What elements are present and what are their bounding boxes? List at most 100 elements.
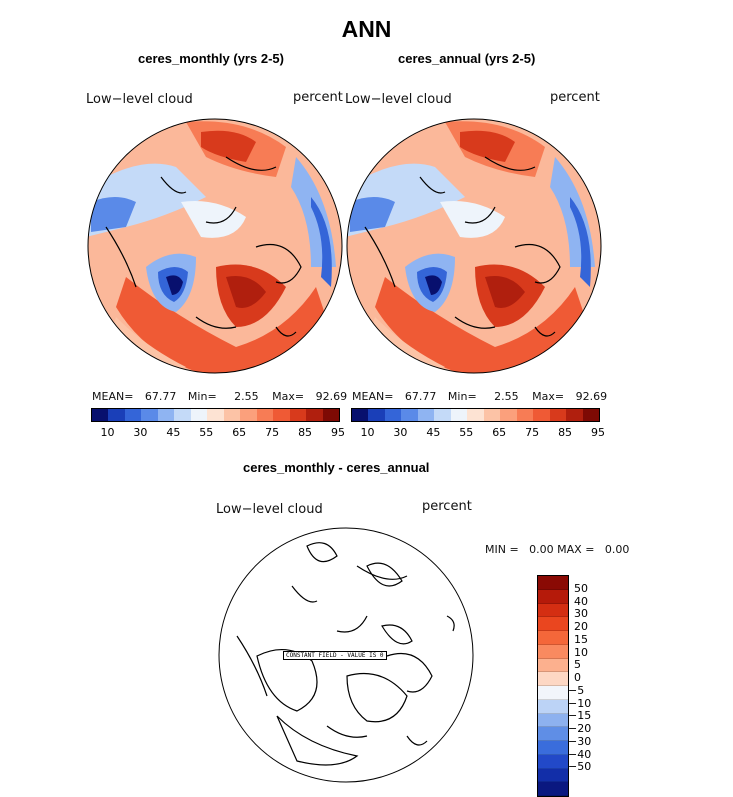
min-label: Min= bbox=[187, 390, 217, 403]
colorbar-swatch bbox=[352, 409, 369, 421]
colorbar-tick-label: 0 bbox=[574, 671, 581, 684]
colorbar-swatch bbox=[538, 617, 568, 631]
mean-label: MEAN= bbox=[352, 390, 394, 403]
colorbar-swatch bbox=[538, 576, 568, 590]
mean-label: MEAN= bbox=[92, 390, 134, 403]
max-label: Max= bbox=[532, 390, 565, 403]
colorbar-swatch bbox=[124, 409, 142, 421]
colorbar-swatch bbox=[450, 409, 468, 421]
colorbar-swatch bbox=[538, 713, 568, 728]
polar-map-annual bbox=[346, 118, 602, 374]
colorbar-swatch bbox=[368, 409, 385, 421]
colorbar-swatch bbox=[566, 409, 583, 421]
colorbar-tick-label: 30 bbox=[133, 426, 148, 439]
colorbar-annual bbox=[351, 408, 600, 422]
colorbar-tick-label: 55 bbox=[459, 426, 474, 439]
mean-value: 67.77 bbox=[404, 390, 437, 403]
stats-row-monthly: MEAN= 67.77 Min= 2.55 Max= 92.69 bbox=[92, 390, 347, 403]
colorbar-tick-label: 40 bbox=[574, 594, 588, 608]
stats-row-annual: MEAN= 67.77 Min= 2.55 Max= 92.69 bbox=[352, 390, 607, 403]
colorbar-tick-label: 30 bbox=[393, 426, 408, 439]
figure-title: ANN bbox=[341, 16, 392, 42]
colorbar-tick-label: 65 bbox=[232, 426, 247, 439]
colorbar-tick-label: 20 bbox=[574, 620, 588, 633]
colorbar-tick-label: 45 bbox=[426, 426, 441, 439]
colorbar-swatch bbox=[549, 409, 567, 421]
colorbar-tick-label: −15 bbox=[568, 709, 592, 723]
colorbar-tick-label: 95 bbox=[591, 426, 605, 439]
constant-field-label: CONSTANT FIELD - VALUE IS 0 bbox=[283, 651, 387, 660]
minmax-text: MIN = 0.00 MAX = 0.00 bbox=[485, 543, 630, 556]
colorbar-swatch bbox=[141, 409, 158, 421]
colorbar-swatch bbox=[273, 409, 290, 421]
colorbar-swatch bbox=[500, 409, 517, 421]
colorbar-tick-label: −40 bbox=[568, 747, 592, 761]
colorbar-tick-label: 95 bbox=[331, 426, 345, 439]
colorbar-tick-label: 85 bbox=[558, 426, 573, 439]
colorbar-swatch bbox=[174, 409, 191, 421]
min-value: 2.55 bbox=[234, 390, 259, 403]
max-label: Max= bbox=[272, 390, 305, 403]
colorbar-tick-label: −10 bbox=[568, 696, 592, 710]
units-label-difference: percent bbox=[422, 499, 472, 514]
colorbar-swatch bbox=[538, 727, 568, 741]
colorbar-swatch bbox=[582, 409, 600, 421]
colorbar-tick-label: 65 bbox=[492, 426, 507, 439]
units-label-annual: percent bbox=[550, 90, 600, 105]
colorbar-swatch bbox=[533, 409, 550, 421]
colorbar-swatch bbox=[240, 409, 257, 421]
min-value: 2.55 bbox=[494, 390, 519, 403]
colorbar-swatch bbox=[289, 409, 307, 421]
max-value: 92.69 bbox=[315, 390, 348, 403]
colorbar-swatch bbox=[538, 658, 568, 673]
panel-title-annual: ceres_annual (yrs 2-5) bbox=[398, 51, 536, 66]
mean-value: 67.77 bbox=[144, 390, 177, 403]
colorbar-swatch bbox=[92, 409, 109, 421]
colorbar-swatch bbox=[538, 589, 568, 604]
colorbar-swatch bbox=[401, 409, 418, 421]
colorbar-tick-label: 10 bbox=[574, 645, 588, 659]
colorbar-swatch bbox=[223, 409, 241, 421]
colorbar-tick-label: −50 bbox=[568, 760, 592, 774]
panel-title-difference: ceres_monthly - ceres_annual bbox=[243, 460, 430, 475]
colorbar-tick-label: 15 bbox=[574, 632, 588, 646]
colorbar-swatch bbox=[108, 409, 125, 421]
colorbar-swatch bbox=[467, 409, 484, 421]
colorbar-tick-label: 10 bbox=[100, 426, 115, 439]
variable-label-difference: Low−level cloud bbox=[216, 502, 323, 517]
units-label-monthly: percent bbox=[293, 90, 343, 105]
panel-title-monthly: ceres_monthly (yrs 2-5) bbox=[138, 51, 284, 66]
colorbar-tick-label: 85 bbox=[298, 426, 313, 439]
colorbar-swatch bbox=[538, 782, 568, 796]
variable-label-annual: Low−level cloud bbox=[345, 92, 452, 107]
colorbar-tick-label: 30 bbox=[574, 607, 588, 621]
colorbar-swatch bbox=[322, 409, 340, 421]
colorbar-swatch bbox=[157, 409, 175, 421]
colorbar-tick-label: 55 bbox=[199, 426, 214, 439]
colorbar-tick-label: 10 bbox=[360, 426, 375, 439]
colorbar-tick-label: 50 bbox=[574, 581, 588, 595]
colorbar-swatch bbox=[538, 741, 568, 755]
colorbar-swatch bbox=[538, 644, 568, 659]
colorbar-difference bbox=[537, 575, 569, 797]
colorbar-tick-label: 5 bbox=[574, 658, 581, 672]
colorbar-tick-label: −5 bbox=[568, 683, 585, 697]
colorbar-swatch bbox=[483, 409, 501, 421]
colorbar-swatch bbox=[306, 409, 323, 421]
colorbar-swatch bbox=[538, 603, 568, 618]
colorbar-tick-label: −30 bbox=[568, 734, 592, 748]
colorbar-swatch bbox=[538, 768, 568, 783]
polar-map-monthly bbox=[87, 118, 343, 374]
colorbar-swatch bbox=[538, 672, 568, 686]
colorbar-swatch bbox=[207, 409, 224, 421]
colorbar-monthly bbox=[91, 408, 340, 422]
variable-label-monthly: Low−level cloud bbox=[86, 92, 193, 107]
colorbar-swatch bbox=[434, 409, 451, 421]
colorbar-swatch bbox=[256, 409, 274, 421]
max-value: 92.69 bbox=[575, 390, 608, 403]
colorbar-tick-label: 75 bbox=[265, 426, 280, 439]
colorbar-swatch bbox=[538, 754, 568, 769]
colorbar-swatch bbox=[538, 699, 568, 714]
colorbar-tick-label: 75 bbox=[525, 426, 540, 439]
colorbar-swatch bbox=[538, 631, 568, 645]
